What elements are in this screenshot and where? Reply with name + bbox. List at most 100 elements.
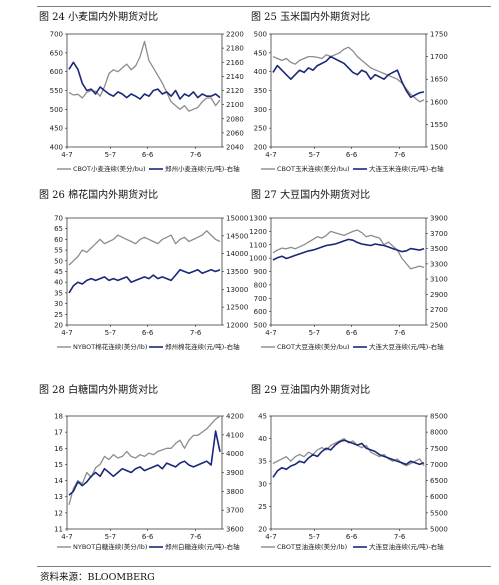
- x-tick-label: 5-7: [309, 151, 320, 159]
- right-tick-label: 2700: [430, 306, 448, 314]
- left-tick-label: 1100: [249, 241, 267, 249]
- series-line-gray: [68, 40, 221, 112]
- left-tick-label: 70: [54, 215, 63, 223]
- right-tick-label: 4100: [226, 431, 244, 439]
- x-tick-label: 5-7: [309, 533, 320, 541]
- right-tick-label: 1750: [430, 31, 448, 39]
- left-tick-label: 600: [50, 68, 63, 76]
- left-tick-label: 16: [54, 445, 63, 453]
- chart-title-29: 图 29 豆油国内外期货对比: [251, 383, 370, 396]
- right-tick-label: 3800: [226, 488, 244, 496]
- source-note: 资料来源：BLOOMBERG: [40, 571, 155, 583]
- legend-label-navy: 大连玉米连续(元/吨)-右轴: [369, 164, 444, 173]
- left-tick-label: 800: [254, 281, 267, 289]
- legend-label-gray: CBOT大豆连续(美分/bu): [277, 342, 349, 351]
- series-line-navy: [68, 430, 221, 496]
- series-line-navy: [68, 61, 221, 100]
- right-tick-label: 1650: [430, 76, 448, 84]
- series-line-navy: [272, 439, 425, 478]
- right-tick-label: 14000: [226, 250, 248, 258]
- chart-title-27: 图 27 大豆国内外期货对比: [251, 188, 370, 201]
- left-tick-label: 500: [254, 31, 267, 39]
- left-tick-label: 450: [254, 49, 267, 57]
- left-tick-label: 65: [54, 225, 63, 233]
- right-tick-label: 1500: [430, 144, 448, 152]
- left-tick-label: 25: [258, 503, 267, 511]
- series-line-navy: [272, 55, 425, 99]
- x-tick-label: 4-7: [61, 329, 72, 337]
- right-tick-label: 1700: [430, 53, 448, 61]
- left-tick-label: 900: [254, 268, 267, 276]
- right-tick-label: 1550: [430, 121, 448, 129]
- left-tick-label: 300: [254, 106, 267, 114]
- right-tick-label: 5000: [430, 526, 448, 534]
- right-tick-label: 12000: [226, 322, 248, 330]
- right-tick-label: 3700: [430, 230, 448, 238]
- left-tick-label: 650: [50, 49, 63, 57]
- series-line-gray: [68, 230, 221, 266]
- left-tick-label: 200: [254, 144, 267, 152]
- left-tick-label: 700: [50, 31, 63, 39]
- left-tick-label: 350: [254, 87, 267, 95]
- chart-title-25: 图 25 玉米国内外期货对比: [251, 10, 370, 23]
- legend-label-navy: 郑州白糖连续(元/吨)-右轴: [165, 542, 240, 551]
- x-tick-label: 4-7: [61, 533, 72, 541]
- left-tick-label: 700: [254, 295, 267, 303]
- left-tick-label: 20: [54, 322, 63, 330]
- x-tick-label: 4-7: [265, 533, 276, 541]
- right-tick-label: 14500: [226, 232, 248, 240]
- right-tick-label: 7500: [430, 445, 448, 453]
- right-tick-label: 4200: [226, 413, 244, 421]
- x-tick-label: 6-6: [142, 151, 154, 159]
- right-tick-label: 15000: [226, 215, 248, 223]
- series-line-gray: [272, 46, 425, 103]
- x-tick-label: 6-6: [346, 533, 358, 541]
- x-tick-label: 7-6: [190, 151, 202, 159]
- series-line-gray: [272, 437, 425, 467]
- x-tick-label: 6-6: [346, 329, 358, 337]
- right-tick-label: 3700: [226, 507, 244, 515]
- right-tick-label: 6500: [430, 477, 448, 485]
- left-tick-label: 55: [54, 247, 63, 255]
- legend-label-gray: NYBOT白糖连续(美分/lb): [73, 542, 147, 551]
- right-tick-label: 7000: [430, 461, 448, 469]
- chart-corn: 200 250 300 350 400 450 500 1500 1550 1600 1650 170…: [254, 31, 448, 174]
- right-tick-label: 12500: [226, 304, 248, 312]
- left-tick-label: 400: [254, 68, 267, 76]
- plot-frame: [270, 33, 427, 148]
- chart-soybean: 500 600 700 800 900 1000 1100 1200 1300 2500 2700 2…: [249, 215, 448, 352]
- left-tick-label: 25: [54, 311, 63, 319]
- right-tick-label: 2040: [226, 144, 244, 152]
- right-tick-label: 4000: [226, 450, 244, 458]
- right-tick-label: 3300: [430, 260, 448, 268]
- x-tick-label: 5-7: [105, 329, 116, 337]
- left-tick-label: 1300: [249, 215, 267, 223]
- x-tick-label: 4-7: [265, 329, 276, 337]
- right-tick-label: 3100: [430, 276, 448, 284]
- x-tick-label: 5-7: [309, 329, 320, 337]
- series-line-navy: [272, 238, 425, 261]
- legend-label-gray: CBOT玉米连续(美分/bu): [277, 164, 349, 173]
- right-tick-label: 2060: [226, 129, 244, 137]
- right-tick-label: 2140: [226, 73, 244, 81]
- right-tick-label: 13500: [226, 268, 248, 276]
- x-tick-label: 4-7: [61, 151, 72, 159]
- right-tick-label: 3600: [226, 526, 244, 534]
- right-tick-label: 2160: [226, 59, 244, 67]
- left-tick-label: 17: [54, 429, 63, 437]
- plot-frame: [66, 415, 223, 530]
- right-tick-label: 8000: [430, 429, 448, 437]
- legend-label-navy: 郑州小麦连续(元/吨)-右轴: [165, 164, 240, 173]
- right-tick-label: 3500: [430, 245, 448, 253]
- right-tick-label: 2180: [226, 45, 244, 53]
- legend-label-gray: CBOT小麦连续(美分/bu): [73, 164, 145, 173]
- left-tick-label: 30: [54, 300, 63, 308]
- left-tick-label: 12: [54, 509, 63, 517]
- x-tick-label: 7-6: [190, 533, 202, 541]
- left-tick-label: 13: [54, 493, 63, 501]
- legend-label-navy: 大连豆油连续(元/吨)-右轴: [369, 542, 444, 551]
- right-tick-label: 13000: [226, 286, 248, 294]
- left-tick-label: 18: [54, 413, 63, 421]
- x-tick-label: 6-6: [346, 151, 358, 159]
